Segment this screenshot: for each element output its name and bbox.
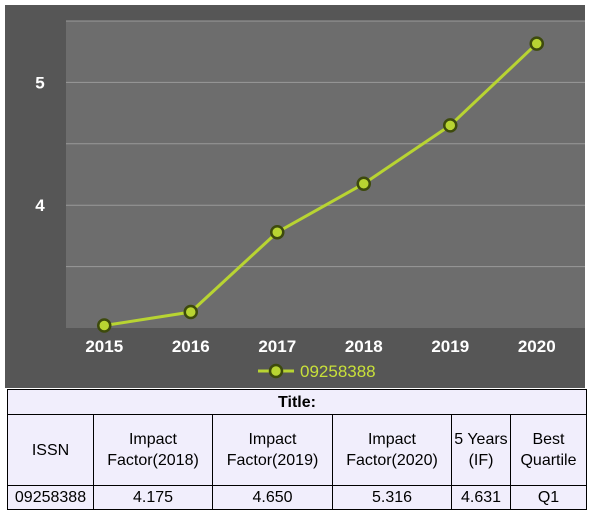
x-tick-label: 2018: [345, 337, 383, 356]
data-point: [356, 176, 371, 191]
cell-best-quartile: Q1: [510, 485, 587, 510]
x-tick-label: 2016: [172, 337, 210, 356]
x-tick-label: 2017: [258, 337, 296, 356]
header-impact-factor-2020: Impact Factor(2020): [332, 414, 452, 486]
plot-area: [66, 21, 585, 328]
data-point: [270, 224, 285, 240]
series-line: [104, 42, 538, 328]
x-tick-label: 2015: [85, 337, 123, 356]
data-point: [183, 304, 198, 320]
header-impact-factor-2019: Impact Factor(2019): [212, 414, 333, 486]
header-issn: ISSN: [7, 414, 94, 486]
cell-impact-factor-2020: 5.316: [332, 485, 452, 510]
table-title: Title:: [7, 389, 587, 415]
data-point: [443, 118, 458, 133]
cell-issn: 09258388: [7, 485, 94, 510]
journal-info-table: Title: ISSN Impact Factor(2018) Impact F…: [7, 389, 587, 510]
x-tick-label: 2020: [518, 337, 556, 356]
header-5-years-if: 5 Years (IF): [451, 414, 511, 486]
chart-panel: 4 5 2015 2016 2017 2018 2019 2020 09258388: [5, 5, 585, 388]
data-point: [97, 318, 112, 333]
legend-label: 09258388: [300, 362, 376, 381]
header-best-quartile: Best Quartile: [510, 414, 587, 486]
legend-marker: [268, 363, 284, 379]
y-tick-label: 4: [35, 196, 45, 215]
cell-impact-factor-2018: 4.175: [93, 485, 213, 510]
cell-5-years-if: 4.631: [451, 485, 511, 510]
header-impact-factor-2018: Impact Factor(2018): [93, 414, 213, 486]
line-chart: 4 5 2015 2016 2017 2018 2019 2020 09258388: [35, 20, 585, 381]
y-tick-label: 5: [35, 73, 44, 92]
cell-impact-factor-2019: 4.650: [212, 485, 333, 510]
data-point: [529, 36, 544, 51]
x-tick-label: 2019: [431, 337, 469, 356]
